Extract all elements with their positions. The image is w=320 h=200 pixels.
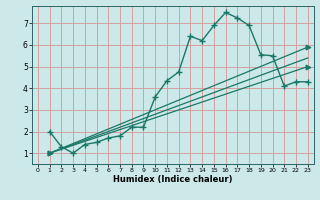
X-axis label: Humidex (Indice chaleur): Humidex (Indice chaleur) (113, 175, 233, 184)
